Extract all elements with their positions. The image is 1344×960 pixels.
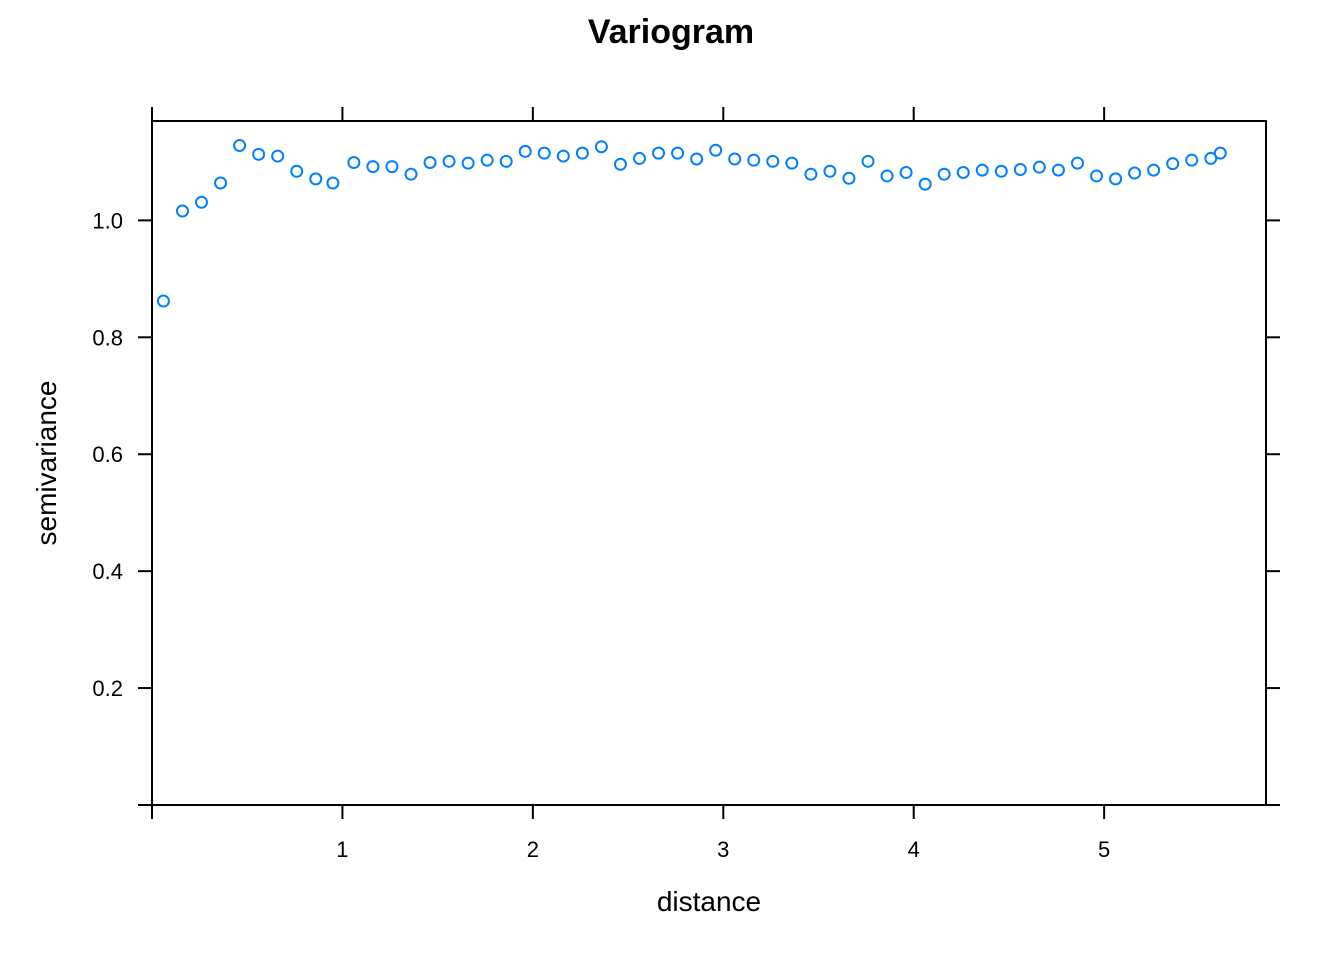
data-point	[785, 156, 799, 170]
y-axis-label: semivariance	[31, 381, 62, 546]
data-point	[499, 154, 513, 168]
data-point	[1147, 163, 1161, 177]
data-point	[233, 139, 247, 153]
data-point	[842, 171, 856, 185]
data-point	[1051, 163, 1065, 177]
data-point	[290, 164, 304, 178]
data-point	[899, 165, 913, 179]
x-tick-label: 4	[908, 837, 920, 862]
data-point	[823, 164, 837, 178]
y-axis: 0.2 0.4 0.6 0.8 1.0	[92, 208, 1280, 806]
chart-title: Variogram	[588, 13, 754, 51]
data-point	[1185, 153, 1199, 167]
data-points	[156, 139, 1227, 308]
data-point	[994, 164, 1008, 178]
x-tick-label: 2	[527, 837, 539, 862]
data-point	[613, 157, 627, 171]
data-point	[1070, 156, 1084, 170]
x-tick-label: 1	[336, 837, 348, 862]
data-point	[728, 152, 742, 166]
data-point	[1090, 169, 1104, 183]
data-point	[652, 146, 666, 160]
data-point	[480, 153, 494, 167]
data-point	[690, 152, 704, 166]
data-point	[747, 153, 761, 167]
y-tick-label: 0.6	[92, 442, 123, 467]
data-point	[956, 165, 970, 179]
data-point	[575, 146, 589, 160]
data-point	[1109, 172, 1123, 186]
data-point	[594, 140, 608, 154]
x-tick-label: 5	[1098, 837, 1110, 862]
data-point	[1204, 151, 1218, 165]
data-point	[347, 156, 361, 170]
data-point	[1166, 157, 1180, 171]
data-point	[537, 146, 551, 160]
data-point	[326, 176, 340, 190]
x-axis-label: distance	[657, 886, 761, 917]
data-point	[766, 154, 780, 168]
data-point	[214, 176, 228, 190]
data-point	[671, 146, 685, 160]
y-tick-label: 0.4	[92, 559, 123, 584]
data-point	[1032, 160, 1046, 174]
data-point	[1213, 146, 1227, 160]
data-point	[804, 167, 818, 181]
data-point	[632, 151, 646, 165]
plot-frame	[151, 120, 1267, 806]
y-tick-label: 1.0	[92, 208, 123, 233]
y-tick-label: 0.8	[92, 325, 123, 350]
data-point	[518, 144, 532, 158]
data-point	[1128, 166, 1142, 180]
data-point	[404, 167, 418, 181]
data-point	[442, 154, 456, 168]
data-point	[709, 143, 723, 157]
data-point	[461, 156, 475, 170]
data-point	[175, 204, 189, 218]
data-point	[861, 154, 875, 168]
data-point	[880, 169, 894, 183]
x-axis: 1 2 3 4 5	[151, 107, 1110, 862]
x-tick-label: 3	[717, 837, 729, 862]
data-point	[937, 167, 951, 181]
data-point	[195, 195, 209, 209]
data-point	[271, 149, 285, 163]
data-point	[423, 156, 437, 170]
data-point	[975, 163, 989, 177]
data-point	[556, 149, 570, 163]
y-tick-label: 0.2	[92, 676, 123, 701]
data-point	[252, 147, 266, 161]
data-point	[1013, 163, 1027, 177]
data-point	[385, 160, 399, 174]
data-point	[918, 177, 932, 191]
data-point	[156, 294, 170, 308]
data-point	[309, 172, 323, 186]
data-point	[366, 160, 380, 174]
